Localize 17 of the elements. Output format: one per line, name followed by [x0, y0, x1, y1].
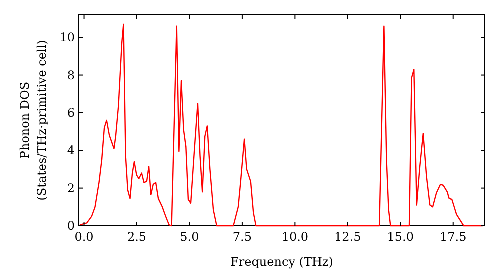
x-tick-label: 15.0 [387, 230, 414, 244]
line-series [79, 24, 484, 227]
y-tick-label: 10 [60, 30, 75, 45]
x-tick-label: 0.0 [74, 230, 94, 244]
x-axis-title: Frequency (THz) [230, 255, 334, 269]
x-tick-label: 17.5 [440, 230, 467, 244]
x-tick-label: 5.0 [180, 230, 200, 244]
y-tick-label: 4 [67, 144, 76, 158]
y-tick-label: 2 [67, 181, 75, 196]
x-tick-label: 7.5 [232, 230, 252, 244]
y-axis-title: Phonon DOS (States/THz·primitive cell) [18, 40, 49, 201]
x-tick-label: 12.5 [334, 230, 362, 244]
x-tick-label: 2.5 [127, 230, 147, 244]
y-tick-label: 6 [67, 106, 75, 120]
y-tick-label: 0 [67, 219, 75, 233]
y-tick-label: 8 [67, 68, 75, 82]
x-tick-label: 10.0 [282, 230, 309, 244]
